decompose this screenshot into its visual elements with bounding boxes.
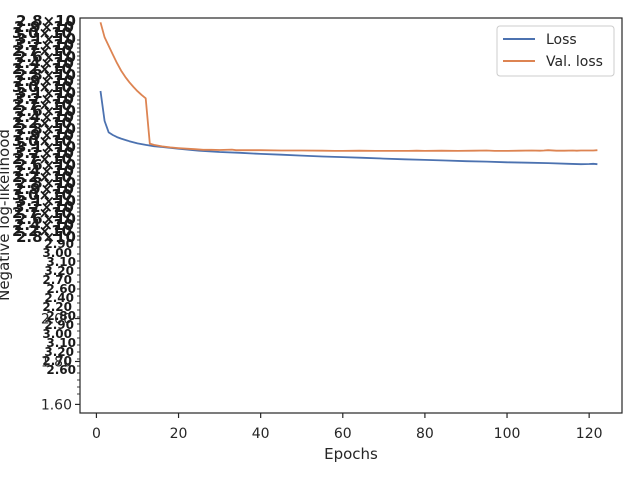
y-tick-label-overlap: 3.2×10: [14, 36, 74, 54]
y-tick-label-overlap: 3.1×10: [16, 192, 76, 210]
y-tick-label-overlap: 2.7×10: [12, 42, 72, 60]
y-tick-label-overlap: 2.8×10: [16, 66, 76, 84]
x-tick-label: 60: [334, 426, 352, 442]
y-tick-label-overlap: 2.90: [44, 318, 74, 332]
y-tick-label-cluster: 2.8×102.9×103.0×103.1×103.2×102.7×102.6×…: [12, 12, 76, 377]
y-tick-label-overlap: 2.6×10: [16, 210, 76, 228]
y-tick-label: 1.80: [41, 354, 72, 370]
y-tick-label-overlap: 3.1×10: [16, 138, 76, 156]
series-layer: [99, 22, 598, 166]
y-tick-label-overlap: 3.2×10: [14, 90, 74, 108]
y-tick-label-overlap: 2.7×10: [12, 204, 72, 222]
x-axis-title: Epochs: [324, 445, 378, 463]
y-tick-label-overlap: 3.2×10: [14, 198, 74, 216]
y-tick-label-overlap: 3.0×10: [12, 186, 72, 204]
y-tick-label-overlap: 2.2×10: [12, 168, 72, 186]
y-tick-label-overlap: 2.8×10: [16, 228, 76, 246]
y-tick-label-overlap: 2.4×10: [14, 162, 74, 180]
y-tick-label: 2.00: [41, 312, 72, 328]
y-tick-label-overlap: 2.6×10: [16, 48, 76, 66]
y-tick-label-overlap: 2.9×10: [14, 126, 74, 144]
y-tick-label-overlap: 3.10: [46, 255, 76, 269]
y-tick-label-overlap: 2.7×10: [12, 96, 72, 114]
x-tick-label: 40: [252, 426, 270, 442]
y-tick-label-overlap: 2.8×10: [16, 12, 76, 30]
y-tick-label-overlap: 2.6×10: [16, 102, 76, 120]
y-tick-label-overlap: 3.10: [46, 336, 76, 350]
series-line-loss: [99, 90, 598, 166]
y-tick-label-overlap: 2.4×10: [14, 216, 74, 234]
y-tick-label-overlap: 3.0×10: [12, 24, 72, 42]
y-tick-label-overlap: 2.40: [44, 291, 74, 305]
legend-label-loss: Loss: [546, 32, 577, 48]
x-tick-label: 120: [576, 426, 603, 442]
y-tick-label-overlap: 2.70: [42, 354, 72, 368]
x-axis-ticks: 0 20 40 60 80 100 120: [92, 413, 603, 442]
y-tick-label-overlap: 2.7×10: [12, 150, 72, 168]
legend-label-val-loss: Val. loss: [546, 54, 603, 70]
y-tick-label-overlap: 3.20: [44, 264, 74, 278]
y-tick-label-overlap: 2.20: [42, 300, 72, 314]
y-tick-label-overlap: 2.80: [46, 309, 76, 323]
y-tick-label-overlap: 3.00: [42, 327, 72, 341]
y-axis-ticks: 1.60 1.80 2.00: [41, 312, 80, 413]
y-tick-label-overlap: 3.1×10: [16, 30, 76, 48]
y-tick-label-overlap: 3.0×10: [12, 78, 72, 96]
y-tick-label-overlap: 2.90: [44, 237, 74, 251]
y-tick-label-overlap: 2.60: [46, 363, 76, 377]
y-tick-label-overlap: 3.0×10: [12, 132, 72, 150]
y-tick-label-overlap: 3.00: [42, 246, 72, 260]
y-tick-label: 1.60: [41, 397, 72, 413]
y-tick-label-overlap: 2.2×10: [12, 222, 72, 240]
y-tick-label-overlap: 3.1×10: [16, 84, 76, 102]
y-tick-label-overlap: 2.2×10: [12, 114, 72, 132]
y-tick-label-overlap: 2.9×10: [14, 18, 74, 36]
y-tick-label-overlap: 2.4×10: [14, 54, 74, 72]
x-tick-label: 80: [416, 426, 434, 442]
legend: Loss Val. loss: [496, 25, 615, 77]
y-minor-ticks: [77, 39, 80, 395]
y-tick-label-overlap: 2.8×10: [16, 174, 76, 192]
y-tick-label-overlap: 2.60: [46, 282, 76, 296]
y-tick-label-overlap: 2.6×10: [16, 156, 76, 174]
y-tick-label-overlap: 3.2×10: [14, 144, 74, 162]
y-axis-title: Negative log-likelihood: [0, 129, 13, 301]
y-tick-label-overlap: 2.9×10: [14, 72, 74, 90]
x-tick-label: 100: [494, 426, 521, 442]
x-tick-label: 0: [92, 426, 101, 442]
y-tick-label-overlap: 3.20: [44, 345, 74, 359]
x-tick-label: 20: [170, 426, 188, 442]
plot-area-frame: [79, 17, 623, 414]
series-line-val-loss: [99, 22, 598, 152]
y-tick-label-overlap: 2.2×10: [12, 60, 72, 78]
y-tick-label-overlap: 2.70: [42, 273, 72, 287]
y-tick-label-overlap: 2.4×10: [14, 108, 74, 126]
y-tick-label-overlap: 2.9×10: [14, 180, 74, 198]
y-tick-label-overlap: 2.8×10: [16, 120, 76, 138]
